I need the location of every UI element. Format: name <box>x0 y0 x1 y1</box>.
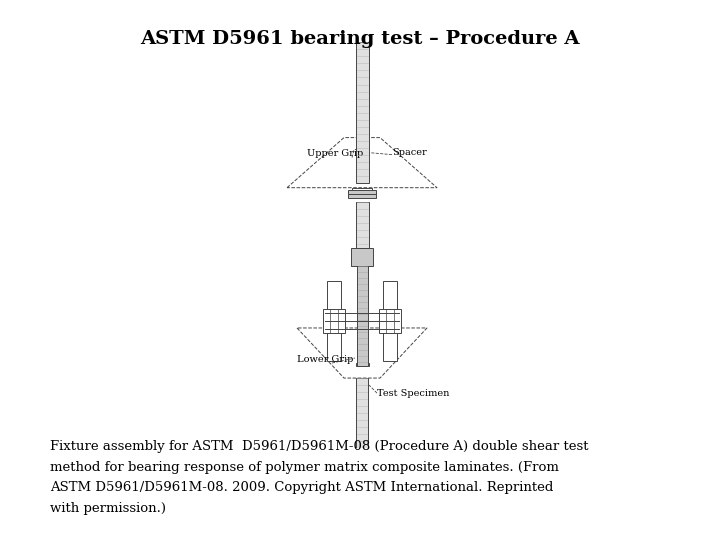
Bar <box>348 194 376 198</box>
Text: Fixture assembly for ASTM  D5961/D5961M-08 (Procedure A) double shear test: Fixture assembly for ASTM D5961/D5961M-0… <box>50 440 589 453</box>
Bar <box>356 378 368 448</box>
Bar <box>383 281 397 361</box>
Bar <box>356 202 369 248</box>
Text: Spacer: Spacer <box>392 148 427 157</box>
Text: ASTM D5961 bearing test – Procedure A: ASTM D5961 bearing test – Procedure A <box>140 30 580 48</box>
Text: ASTM D5961/D5961M-08. 2009. Copyright ASTM International. Reprinted: ASTM D5961/D5961M-08. 2009. Copyright AS… <box>50 481 554 494</box>
Bar <box>348 190 376 194</box>
Text: with permission.): with permission.) <box>50 502 166 515</box>
Text: Lower Grip: Lower Grip <box>297 355 354 363</box>
Bar <box>327 281 341 361</box>
Bar <box>379 309 401 333</box>
Bar <box>356 266 367 366</box>
Bar <box>356 43 369 183</box>
Text: Upper Grip: Upper Grip <box>307 149 364 158</box>
Bar <box>323 309 345 333</box>
Text: Test Specimen: Test Specimen <box>377 389 449 397</box>
Text: method for bearing response of polymer matrix composite laminates. (From: method for bearing response of polymer m… <box>50 461 559 474</box>
Bar <box>356 363 369 366</box>
Bar <box>351 248 373 266</box>
Bar <box>352 188 372 195</box>
